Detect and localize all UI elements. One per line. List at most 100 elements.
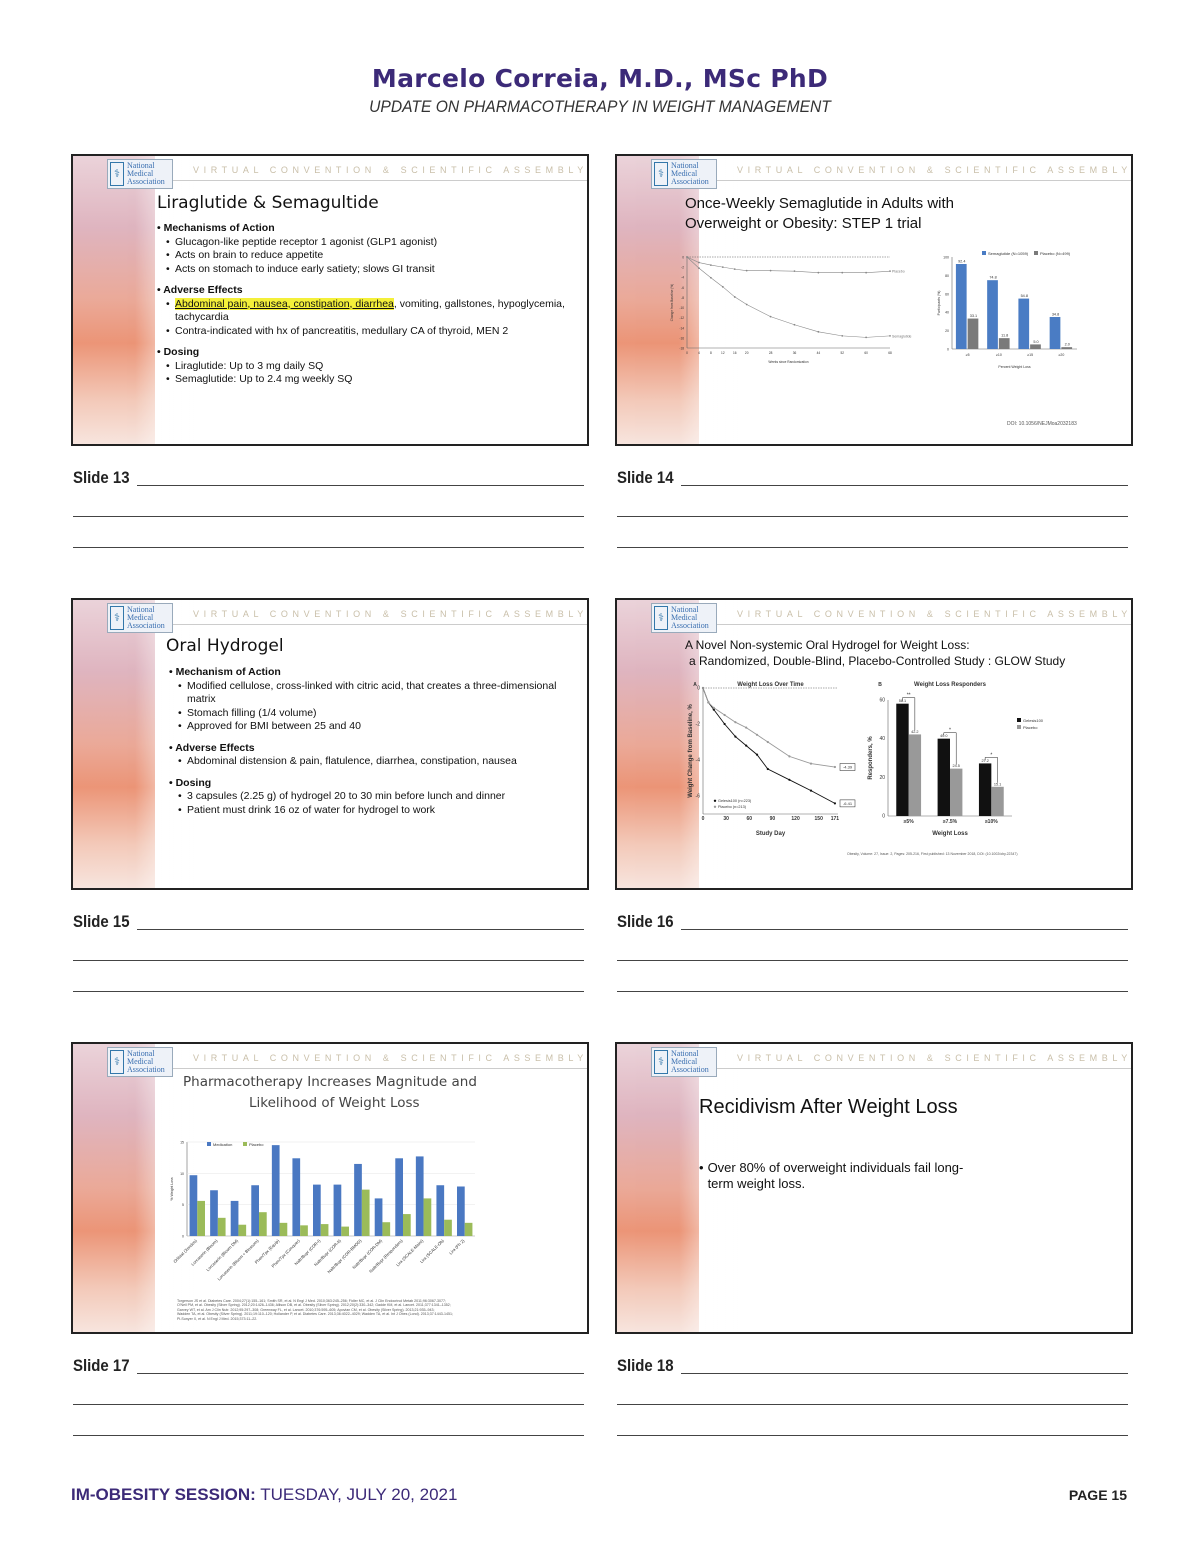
bar (382, 1222, 391, 1236)
end-value-label: -4.39 (843, 765, 853, 770)
y-tick-label: -14 (679, 326, 684, 330)
bullet-text-wrap: • Over 80% of overweight individuals fail… (699, 1160, 984, 1192)
logo-line: Association (671, 621, 709, 630)
list-item: Acts on brain to reduce appetite (157, 249, 587, 263)
list-item: 3 capsules (2.25 g) of hydrogel 20 to 30… (169, 790, 587, 804)
slide-title: Pharmacotherapy Increases Magnitude and (183, 1074, 477, 1090)
logo-text: National Medical Association (127, 162, 165, 186)
x-tick-label: 0 (702, 816, 705, 822)
legend-label: Placebo (n=213) (718, 805, 747, 809)
bar (967, 318, 979, 349)
logo-line: Medical (671, 613, 698, 622)
x-tick-label: 0 (686, 351, 688, 355)
slide-label: Slide 14 (617, 468, 674, 487)
x-tick-label: ≥10% (985, 819, 998, 825)
y-tick-label: -10 (679, 306, 684, 310)
s16b-chart: 0 20 40 60 Responders, % Weight Loss Weight Lo… (868, 682, 1044, 837)
list-item: Semaglutide: Up to 2.4 mg weekly SQ (157, 373, 587, 387)
nma-logo: ⚕ National Medical Association (651, 603, 717, 633)
data-point (833, 802, 837, 805)
logo-line: National (671, 605, 699, 614)
convention-banner: VIRTUAL CONVENTION & SCIENTIFIC ASSEMBLY (193, 165, 588, 175)
series-label: Semaglutide (892, 334, 912, 338)
reference-line: Garvey WT, et al. Am J Clin Nutr. 2012;9… (177, 1307, 435, 1312)
list-item: Abdominal distension & pain, flatulence,… (169, 755, 587, 769)
y-axis-label: Weight Change from Baseline, % (688, 704, 694, 798)
bar (271, 1145, 280, 1236)
notes-line (73, 991, 584, 992)
y-tick-label: 0 (682, 256, 684, 260)
x-tick-label: 60 (864, 351, 868, 355)
y-tick-label: 80 (945, 274, 949, 278)
bar-value-label: 40.0 (940, 734, 947, 738)
x-tick-label: 52 (840, 351, 844, 355)
bar (991, 786, 1004, 816)
list-item: Contra-indicated with hx of pancreatitis… (157, 325, 587, 339)
series-line (686, 256, 891, 273)
notes-line (73, 516, 584, 517)
significance-bracket (984, 757, 998, 783)
y-tick-label: -18 (679, 347, 684, 351)
bar (217, 1217, 226, 1236)
reference-line: Pi-Sunyer X, et al. N Engl J Med. 2015;3… (177, 1316, 258, 1321)
x-tick-label: 8 (710, 351, 712, 355)
y-tick-label: 20 (945, 329, 949, 333)
data-point (701, 686, 705, 690)
bar-value-label: 27.2 (981, 759, 988, 763)
bar-value-label: 2.0 (1065, 343, 1070, 347)
y-tick-label: 10 (180, 1172, 184, 1176)
data-point (707, 701, 710, 704)
bar-value-label: 11.8 (1001, 334, 1008, 338)
bar-value-label: 74.8 (989, 276, 996, 280)
y-tick-label: 5 (182, 1203, 184, 1207)
y-tick-label: 0 (182, 1235, 184, 1239)
bar (955, 263, 967, 349)
list-item: Stomach filling (1/4 volume) (169, 707, 587, 721)
notes-line (681, 929, 1128, 930)
logo-text: National Medical Association (671, 606, 709, 630)
data-point (723, 713, 726, 717)
notes-line (137, 1373, 584, 1374)
y-tick-label: -2 (681, 266, 684, 270)
series-line (702, 687, 835, 768)
x-tick-label: Lorcaserin (Bloom + Blossom) (216, 1238, 260, 1282)
bar (950, 768, 963, 816)
legend-swatch (1017, 718, 1021, 722)
y-tick-label: -4 (696, 758, 701, 764)
y-tick-label: 0 (947, 348, 949, 352)
section-heading: Dosing (169, 777, 587, 791)
logo-line: Medical (127, 613, 154, 622)
x-tick-label: ≥5% (904, 819, 915, 825)
decorative-background (617, 600, 739, 888)
section-heading: Mechanism of Action (169, 666, 587, 680)
decorative-background (73, 1044, 195, 1332)
y-tick-label: 20 (879, 775, 885, 781)
caduceus-icon: ⚕ (654, 162, 668, 186)
section-heading: Adverse Effects (169, 742, 587, 756)
logo-text: National Medical Association (127, 1050, 165, 1074)
logo-line: National (127, 605, 155, 614)
bar-value-label: 24.5 (953, 764, 960, 768)
decorative-background (73, 600, 195, 888)
series-label: Placebo (892, 270, 905, 274)
data-point (889, 334, 891, 337)
section-heading: Adverse Effects (157, 284, 587, 298)
session-date: TUESDAY, JULY 20, 2021 (260, 1485, 458, 1504)
x-tick-label: ≥5 (966, 353, 970, 357)
panel-label: A (693, 682, 697, 688)
notes-line (617, 960, 1128, 961)
header-divider (717, 1068, 1131, 1069)
nma-logo: ⚕ National Medical Association (107, 159, 173, 189)
data-point (809, 789, 813, 792)
significance-marker: ** (907, 693, 911, 699)
x-tick-label: ≥7.5% (943, 819, 958, 825)
data-point (709, 276, 712, 279)
y-tick-label: 0 (697, 686, 700, 692)
s14a-chart: 0 -2 -4 -6 -8 -10 -12 -14 -16 -18 Change from Base… (670, 256, 912, 365)
notes-line (617, 1404, 1128, 1405)
notes-line (137, 929, 584, 930)
bar (210, 1190, 218, 1236)
slide-13: ⚕ National Medical Association VIRTUAL CONVE… (71, 154, 589, 446)
